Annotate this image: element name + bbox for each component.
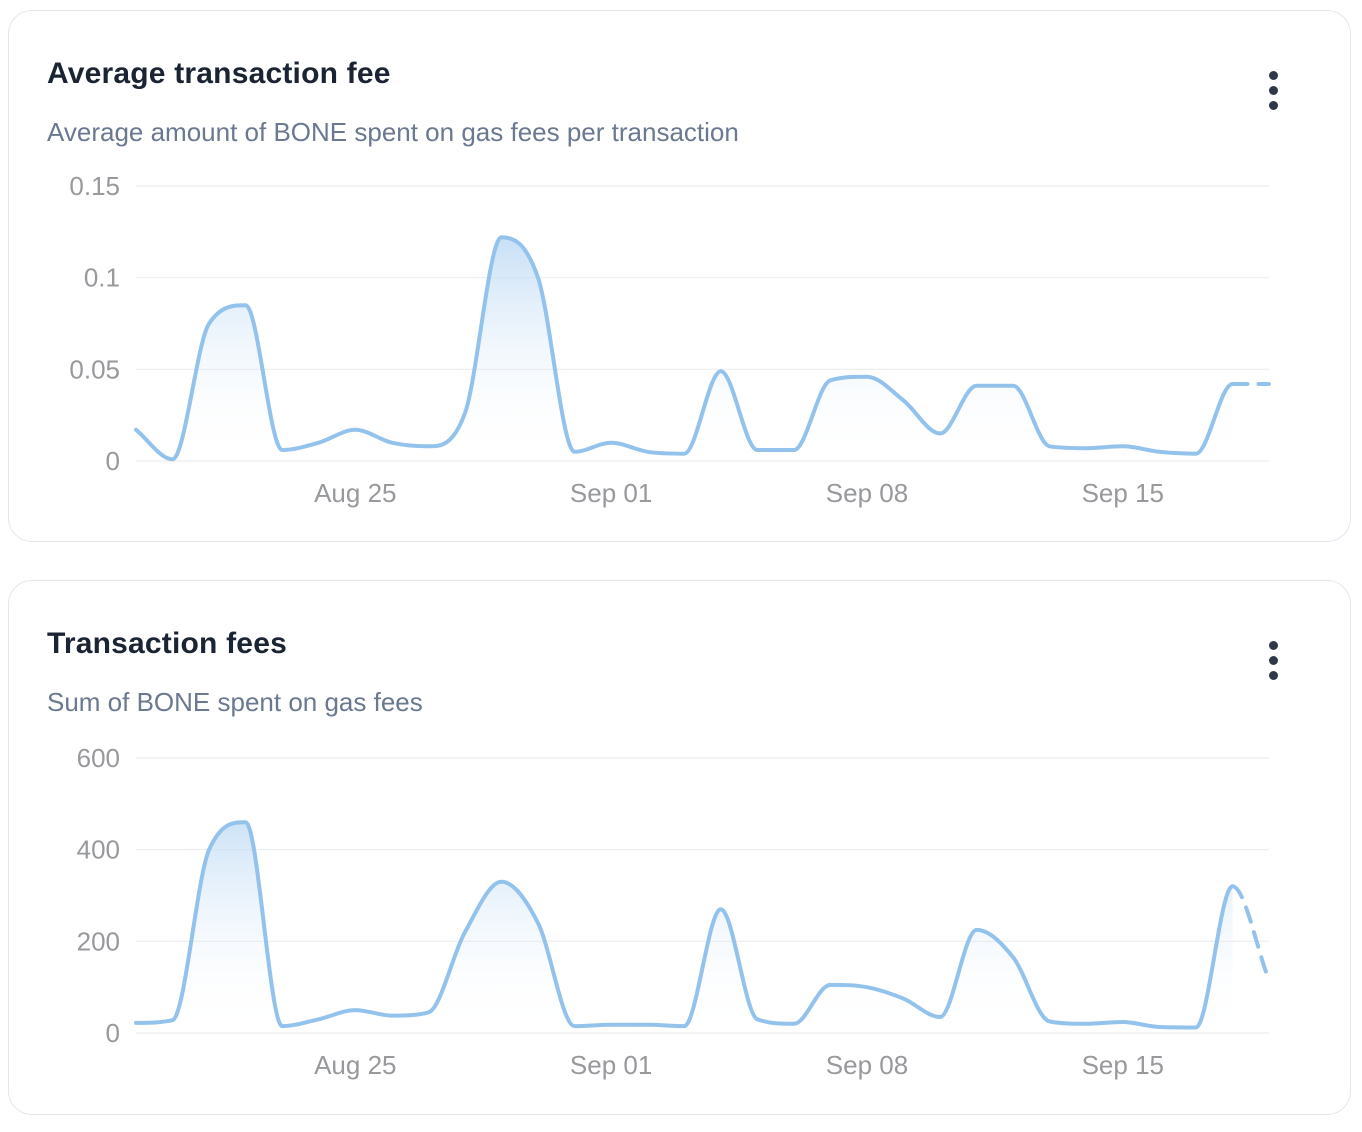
kebab-menu-icon [1269, 656, 1278, 665]
y-tick-label: 0.15 [69, 171, 120, 201]
y-tick-label: 0.1 [84, 263, 120, 293]
y-tick-label: 0.05 [69, 354, 120, 384]
area-fill [136, 237, 1233, 461]
y-tick-label: 400 [77, 835, 120, 865]
card-menu-button[interactable] [1263, 635, 1284, 686]
x-tick-label: Sep 08 [826, 478, 908, 508]
x-tick-label: Sep 01 [570, 478, 652, 508]
series-line-dashed-forecast [1230, 884, 1271, 983]
series-line [134, 820, 1235, 1030]
x-tick-label: Sep 15 [1082, 1050, 1164, 1080]
x-tick-label: Aug 25 [314, 478, 396, 508]
card-average-transaction-fee: Average transaction fee Average amount o… [8, 10, 1351, 542]
area-fill [136, 822, 1233, 1033]
y-tick-label: 0 [106, 1018, 120, 1048]
y-tick-label: 200 [77, 926, 120, 956]
y-tick-label: 0 [106, 446, 120, 476]
card-menu-button[interactable] [1263, 65, 1284, 116]
card-title: Transaction fees [47, 627, 287, 660]
y-axis-labels: 0 200 400 600 [77, 743, 120, 1048]
card-title: Average transaction fee [47, 57, 391, 90]
y-tick-label: 600 [77, 743, 120, 773]
average-transaction-fee-chart: 0 0.05 0.1 0.15 Aug 25 Sep 01 Sep 08 Sep 15 [69, 171, 1271, 508]
series-line [134, 235, 1235, 462]
kebab-menu-icon [1269, 671, 1278, 680]
x-tick-label: Sep 08 [826, 1050, 908, 1080]
x-axis-labels: Aug 25 Sep 01 Sep 08 Sep 15 [314, 1050, 1164, 1080]
card-transaction-fees: Transaction fees Sum of BONE spent on ga… [8, 580, 1351, 1115]
kebab-menu-icon [1269, 71, 1278, 80]
card-subtitle: Average amount of BONE spent on gas fees… [47, 117, 739, 147]
x-tick-label: Aug 25 [314, 1050, 396, 1080]
x-tick-label: Sep 15 [1082, 478, 1164, 508]
kebab-menu-icon [1269, 86, 1278, 95]
x-tick-label: Sep 01 [570, 1050, 652, 1080]
kebab-menu-icon [1269, 101, 1278, 110]
card-subtitle: Sum of BONE spent on gas fees [47, 687, 423, 717]
x-axis-labels: Aug 25 Sep 01 Sep 08 Sep 15 [314, 478, 1164, 508]
kebab-menu-icon [1269, 641, 1278, 650]
transaction-fees-chart: 0 200 400 600 Aug 25 Sep 01 Sep 08 Sep 15 [77, 743, 1271, 1080]
y-axis-labels: 0 0.05 0.1 0.15 [69, 171, 120, 476]
